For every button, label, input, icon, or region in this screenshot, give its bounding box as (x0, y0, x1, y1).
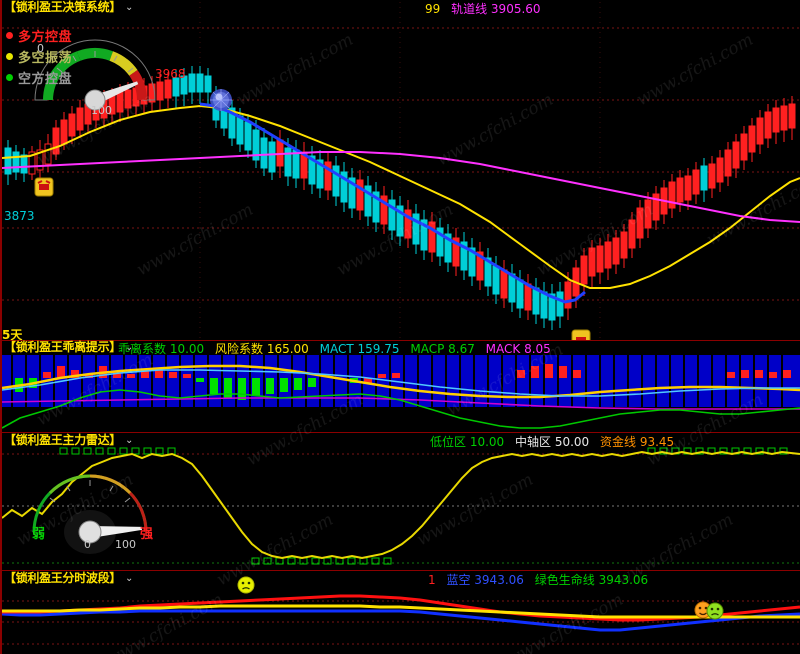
legend-dot-yellow (6, 53, 13, 60)
panel1-title: 【锁利盈王决策系统】 (4, 0, 122, 14)
panel3-title: 【锁利盈王主力雷达】 (4, 433, 122, 447)
deviation-chart-canvas (0, 340, 800, 432)
legend-label-bear: 空方控盘 (18, 72, 73, 87)
ma-line-yellow (1, 104, 800, 289)
smiley-marker-green (706, 602, 724, 620)
panel-intraday-band: 【锁利盈王分时波段】 ⌄ 1 蓝空 3943.06 绿色生命线 3943.06 (0, 570, 800, 654)
deviation-line-magenta (1, 397, 800, 410)
gauge-strong-label: 强 (140, 527, 153, 542)
panel2-header[interactable]: 【锁利盈王乖离提示】 ⌄ (4, 340, 133, 355)
intraday-line-blue (1, 609, 800, 632)
panel3-top-border (0, 432, 800, 433)
svg-text:0: 0 (37, 42, 44, 55)
panel4-readouts: 1 蓝空 3943.06 绿色生命线 3943.06 (428, 571, 655, 587)
readout-low-zone: 低位区 10.00 (430, 435, 505, 449)
gauge-weak-label: 弱 (32, 526, 45, 542)
smiley-marker-yellow (237, 576, 255, 594)
intraday-line-red (2, 594, 800, 622)
panel2-top-border (0, 340, 800, 341)
panel4-left-rail (0, 570, 2, 654)
readout-track-line: 轨道线 3905.60 (451, 2, 541, 16)
candlestick-series (4, 66, 796, 330)
legend-label-oscillate: 多空振荡 (18, 51, 73, 66)
chevron-down-icon[interactable]: ⌄ (125, 342, 134, 353)
main-chart-canvas: 3968 3873 0 100 (0, 0, 800, 340)
readout-deviation-coef: 乖离系数 10.00 (118, 342, 205, 356)
chevron-down-icon[interactable]: ⌄ (125, 573, 134, 584)
decision-gauge: 0 100 (34, 39, 156, 117)
legend-dot-red (6, 32, 13, 39)
panel-left-rail (0, 0, 2, 340)
panel1-legend: 多方控盘 多空振荡 空方控盘 (6, 26, 72, 89)
readout-green-life-line: 绿色生命线 3943.06 (534, 573, 649, 587)
panel1-header[interactable]: 【锁利盈王决策系统】 ⌄ (4, 0, 133, 15)
panel-deviation-hint: 【锁利盈王乖离提示】 ⌄ 乖离系数 10.00 风险系数 165.00 MACT… (0, 340, 800, 432)
panel2-title: 【锁利盈王乖离提示】 (4, 340, 122, 354)
panel3-header[interactable]: 【锁利盈王主力雷达】 ⌄ (4, 433, 133, 448)
price-low-label: 3873 (4, 209, 35, 223)
radar-gauge: 0 100 弱 强 (32, 474, 153, 554)
panel2-left-rail (0, 340, 2, 432)
track-line-magenta (1, 151, 800, 223)
bull-signal-icon-right (571, 329, 591, 340)
readout-risk-coef: 风险系数 165.00 (215, 342, 309, 356)
svg-text:100: 100 (91, 104, 112, 117)
readout-count: 1 (428, 573, 436, 587)
ma-line-blue (199, 102, 586, 304)
panel1-readouts: 99 轨道线 3905.60 (425, 0, 548, 16)
deviation-line-yellow (1, 364, 800, 399)
panel3-left-rail (0, 432, 2, 570)
legend-item-bear: 空方控盘 (6, 68, 72, 87)
radar-chart-canvas: 0 100 弱 强 (0, 432, 800, 570)
intraday-line-yellow (2, 604, 800, 619)
svg-text:0: 0 (84, 538, 91, 551)
svg-text:100: 100 (115, 538, 136, 551)
legend-item-bull: 多方控盘 (6, 26, 72, 45)
panel4-header[interactable]: 【锁利盈王分时波段】 ⌄ (4, 571, 133, 586)
fund-line-yellow (1, 450, 800, 560)
price-high-label: 3968 (155, 67, 186, 81)
readout-mid-axis: 中轴区 50.00 (515, 435, 590, 449)
period-tag: 5天 (2, 328, 23, 340)
deviation-line-cyan (1, 369, 800, 397)
chevron-down-icon[interactable]: ⌄ (125, 2, 134, 13)
intraday-chart-canvas (0, 570, 800, 654)
readout-blue-short: 蓝空 3943.06 (446, 573, 524, 587)
readout-fund-line: 资金线 93.45 (600, 435, 675, 449)
readout-99: 99 (425, 2, 441, 16)
panel2-readouts: 乖离系数 10.00 风险系数 165.00 MACT 159.75 MACP … (118, 340, 558, 356)
panel3-readouts: 低位区 10.00 中轴区 50.00 资金线 93.45 (430, 433, 681, 449)
panel4-title: 【锁利盈王分时波段】 (4, 571, 122, 585)
bull-signal-icon-left (34, 177, 54, 197)
deviation-line-green (1, 389, 800, 429)
legend-item-oscillate: 多空振荡 (6, 47, 72, 66)
legend-label-bull: 多方控盘 (18, 30, 73, 45)
panel-decision-system: 3968 3873 0 100 (0, 0, 800, 340)
top-signal-ball-icon (210, 89, 232, 111)
chevron-down-icon[interactable]: ⌄ (125, 435, 134, 446)
readout-mact: MACT 159.75 (319, 342, 400, 356)
panel-main-force-radar: 0 100 弱 强 【锁利盈王主力雷达】 ⌄ 低位区 10.00 中轴区 50.… (0, 432, 800, 570)
legend-dot-green (6, 74, 13, 81)
panel4-top-border (0, 570, 800, 571)
readout-mack: MACK 8.05 (485, 342, 551, 356)
readout-macp: MACP 8.67 (410, 342, 475, 356)
